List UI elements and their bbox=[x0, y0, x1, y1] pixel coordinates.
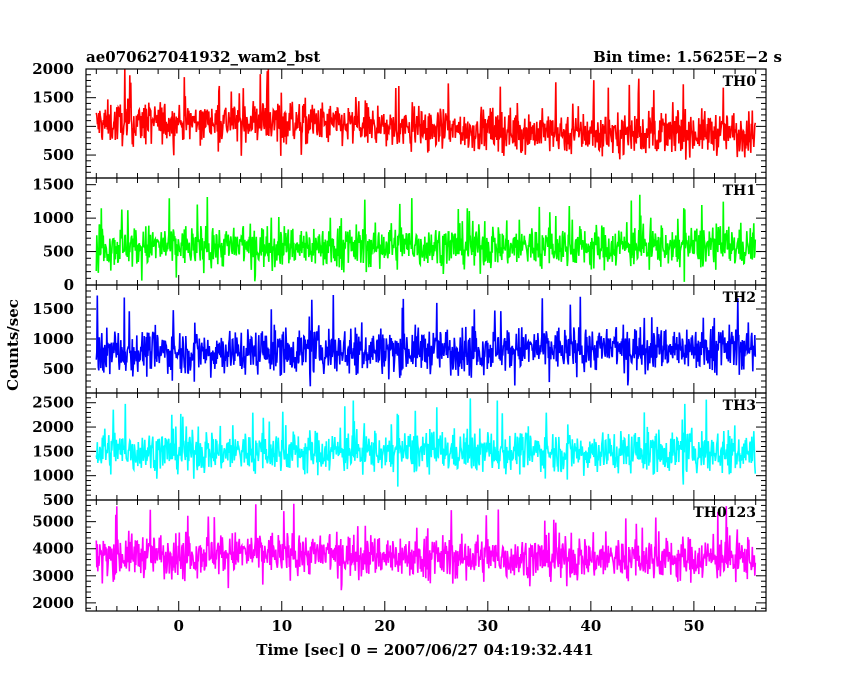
y-tick-label: 1000 bbox=[32, 117, 74, 135]
series-name-label: TH3 bbox=[723, 398, 756, 414]
y-tick-label: 2000 bbox=[32, 418, 74, 436]
x-axis-title: Time [sec] 0 = 2007/06/27 04:19:32.441 bbox=[256, 641, 593, 659]
x-tick-label: 40 bbox=[580, 617, 601, 635]
x-tick-label: 30 bbox=[477, 617, 498, 635]
chart-title: ae070627041932_wam2_bst bbox=[86, 48, 320, 66]
panel-th2: 500 1000 1500 TH2 bbox=[32, 284, 767, 394]
panel-th0: 500 1000 1500 2000 TH0 bbox=[32, 60, 767, 179]
series-th3-trace bbox=[95, 398, 757, 487]
series-th2-trace bbox=[95, 294, 757, 387]
series-name-label: TH2 bbox=[723, 290, 756, 306]
y-tick-label: 3000 bbox=[32, 567, 74, 585]
series-name-label: TH0 bbox=[723, 74, 757, 90]
y-tick-label: 2500 bbox=[32, 394, 74, 412]
y-tick-label: 500 bbox=[43, 360, 74, 378]
series-name-label: TH0123 bbox=[693, 505, 756, 521]
y-tick-label: 500 bbox=[43, 491, 74, 509]
y-tick-label: 5000 bbox=[32, 513, 74, 531]
y-tick-label: 1500 bbox=[32, 300, 74, 318]
x-tick-label: 0 bbox=[174, 617, 184, 635]
y-tick-label: 0 bbox=[64, 276, 74, 294]
y-tick-label: 1000 bbox=[32, 467, 74, 485]
x-tick-label: 50 bbox=[683, 617, 704, 635]
y-tick-label: 500 bbox=[43, 146, 74, 164]
y-tick-label: 4000 bbox=[32, 540, 74, 558]
panel-th1: 0 500 1000 1500 TH1 bbox=[32, 176, 767, 294]
series-th1-trace bbox=[95, 194, 757, 282]
x-tick-label: 20 bbox=[374, 617, 395, 635]
panel-frame bbox=[85, 177, 767, 286]
x-tick-label: 10 bbox=[271, 617, 292, 635]
panel-th0123: 2000 3000 4000 5000 TH0123 bbox=[32, 499, 767, 612]
series-name-label: TH1 bbox=[723, 183, 756, 199]
series-th0-trace bbox=[95, 69, 757, 160]
y-tick-label: 1500 bbox=[32, 89, 74, 107]
y-tick-label: 1500 bbox=[32, 442, 74, 460]
y-axis-title: Counts/sec bbox=[4, 299, 22, 391]
y-tick-label: 1500 bbox=[32, 176, 74, 194]
y-tick-label: 1000 bbox=[32, 209, 74, 227]
y-tick-label: 500 bbox=[43, 243, 74, 261]
bin-time-label: Bin time: 1.5625E−2 s bbox=[593, 48, 782, 66]
y-tick-label: 1000 bbox=[32, 330, 74, 348]
y-tick-label: 2000 bbox=[32, 60, 74, 78]
panel-th3: 500 1000 1500 2000 2500 TH3 bbox=[32, 392, 767, 509]
series-th0123-trace bbox=[95, 503, 757, 591]
y-tick-label: 2000 bbox=[32, 594, 74, 612]
